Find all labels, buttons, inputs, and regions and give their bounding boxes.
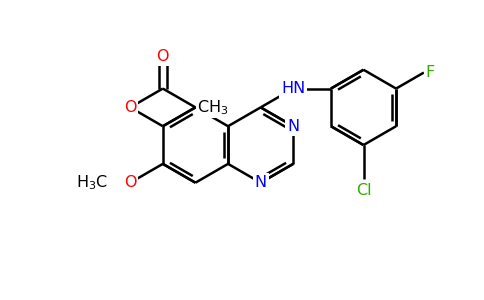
Text: N: N bbox=[287, 119, 299, 134]
Text: Cl: Cl bbox=[356, 183, 371, 198]
Text: CH$_3$: CH$_3$ bbox=[197, 98, 229, 117]
Text: O: O bbox=[157, 49, 169, 64]
Text: O: O bbox=[124, 100, 136, 115]
Text: F: F bbox=[426, 65, 435, 80]
Text: HN: HN bbox=[281, 81, 305, 96]
Text: H$_3$C: H$_3$C bbox=[76, 173, 107, 192]
Text: N: N bbox=[255, 175, 267, 190]
Text: O: O bbox=[124, 175, 136, 190]
